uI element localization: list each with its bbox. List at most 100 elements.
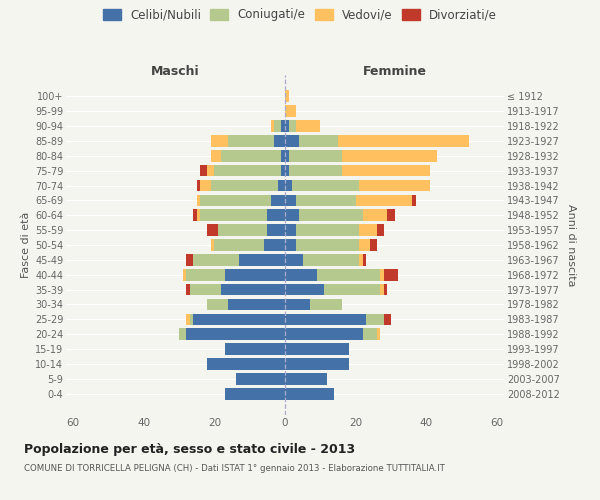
Bar bbox=[225, 269, 285, 280]
Bar bbox=[225, 344, 285, 355]
Text: Popolazione per età, sesso e stato civile - 2013: Popolazione per età, sesso e stato civil… bbox=[24, 442, 355, 456]
Bar bbox=[310, 298, 341, 310]
Bar bbox=[197, 180, 200, 192]
Bar bbox=[299, 210, 363, 221]
Y-axis label: Anni di nascita: Anni di nascita bbox=[566, 204, 577, 286]
Bar bbox=[285, 135, 299, 146]
Bar bbox=[388, 210, 395, 221]
Bar bbox=[359, 239, 370, 251]
Bar bbox=[200, 194, 271, 206]
Bar bbox=[274, 135, 285, 146]
Bar bbox=[370, 239, 377, 251]
Bar bbox=[207, 358, 285, 370]
Bar bbox=[211, 239, 214, 251]
Bar bbox=[285, 373, 328, 384]
Bar bbox=[285, 358, 349, 370]
Text: Femmine: Femmine bbox=[362, 66, 427, 78]
Bar bbox=[268, 224, 285, 236]
Bar bbox=[186, 314, 190, 325]
Bar bbox=[412, 194, 416, 206]
Bar bbox=[338, 135, 469, 146]
Bar bbox=[221, 150, 281, 162]
Bar bbox=[285, 388, 334, 400]
Bar bbox=[285, 269, 317, 280]
Bar bbox=[289, 165, 341, 176]
Legend: Celibi/Nubili, Coniugati/e, Vedovi/e, Divorziati/e: Celibi/Nubili, Coniugati/e, Vedovi/e, Di… bbox=[103, 8, 497, 22]
Bar bbox=[289, 120, 296, 132]
Bar bbox=[271, 120, 274, 132]
Bar bbox=[186, 284, 190, 296]
Bar bbox=[285, 298, 310, 310]
Bar bbox=[380, 284, 384, 296]
Bar bbox=[356, 194, 412, 206]
Bar bbox=[268, 210, 285, 221]
Bar bbox=[384, 269, 398, 280]
Bar bbox=[285, 165, 289, 176]
Bar bbox=[193, 210, 197, 221]
Bar bbox=[186, 328, 285, 340]
Bar bbox=[317, 269, 380, 280]
Bar bbox=[341, 150, 437, 162]
Bar bbox=[285, 210, 299, 221]
Bar bbox=[190, 314, 193, 325]
Bar bbox=[264, 239, 285, 251]
Bar bbox=[285, 284, 324, 296]
Bar bbox=[285, 328, 363, 340]
Bar bbox=[363, 254, 366, 266]
Bar bbox=[341, 165, 430, 176]
Bar bbox=[200, 210, 268, 221]
Bar bbox=[214, 239, 264, 251]
Text: Maschi: Maschi bbox=[151, 66, 200, 78]
Bar bbox=[359, 224, 377, 236]
Bar bbox=[239, 254, 285, 266]
Text: COMUNE DI TORRICELLA PELIGNA (CH) - Dati ISTAT 1° gennaio 2013 - Elaborazione TU: COMUNE DI TORRICELLA PELIGNA (CH) - Dati… bbox=[24, 464, 445, 473]
Bar bbox=[285, 106, 296, 117]
Bar bbox=[214, 165, 281, 176]
Bar bbox=[197, 210, 200, 221]
Bar bbox=[285, 314, 366, 325]
Bar bbox=[182, 269, 186, 280]
Bar bbox=[285, 180, 292, 192]
Bar bbox=[229, 135, 274, 146]
Bar bbox=[207, 165, 214, 176]
Bar bbox=[281, 165, 285, 176]
Bar bbox=[281, 150, 285, 162]
Bar bbox=[296, 120, 320, 132]
Bar bbox=[380, 269, 384, 280]
Bar bbox=[285, 254, 302, 266]
Bar bbox=[197, 194, 200, 206]
Bar bbox=[366, 314, 384, 325]
Bar bbox=[207, 224, 218, 236]
Bar bbox=[359, 180, 430, 192]
Bar bbox=[186, 269, 225, 280]
Bar bbox=[221, 284, 285, 296]
Bar bbox=[278, 180, 285, 192]
Bar bbox=[285, 90, 289, 102]
Bar bbox=[200, 165, 207, 176]
Bar bbox=[285, 344, 349, 355]
Bar bbox=[186, 254, 193, 266]
Bar bbox=[377, 224, 384, 236]
Bar bbox=[179, 328, 186, 340]
Bar bbox=[285, 120, 289, 132]
Bar bbox=[377, 328, 380, 340]
Bar bbox=[211, 150, 221, 162]
Bar bbox=[271, 194, 285, 206]
Bar bbox=[274, 120, 281, 132]
Bar bbox=[229, 298, 285, 310]
Bar bbox=[218, 224, 268, 236]
Bar bbox=[285, 194, 296, 206]
Bar bbox=[225, 388, 285, 400]
Bar bbox=[200, 180, 211, 192]
Bar bbox=[190, 284, 221, 296]
Bar bbox=[296, 224, 359, 236]
Bar bbox=[292, 180, 359, 192]
Bar bbox=[193, 254, 239, 266]
Bar bbox=[299, 135, 338, 146]
Bar bbox=[207, 298, 229, 310]
Bar bbox=[285, 150, 289, 162]
Bar bbox=[236, 373, 285, 384]
Bar bbox=[211, 135, 229, 146]
Bar bbox=[285, 224, 296, 236]
Bar bbox=[359, 254, 363, 266]
